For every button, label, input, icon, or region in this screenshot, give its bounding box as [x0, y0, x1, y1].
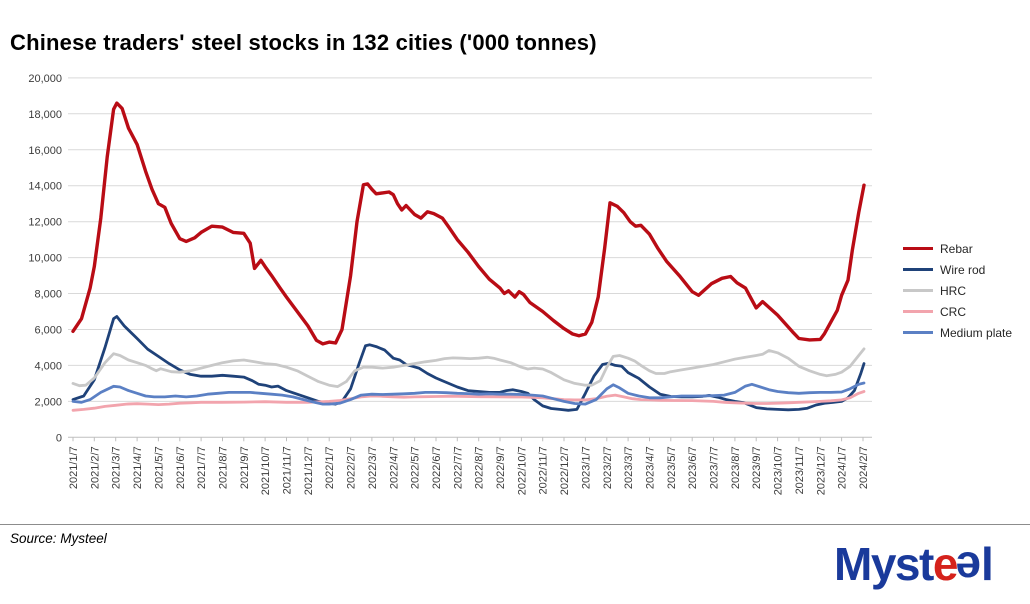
logo-text-part2: l: [981, 538, 994, 590]
x-tick-label: 2021/9/7: [239, 446, 251, 489]
x-tick-label: 2021/11/7: [282, 446, 294, 494]
y-tick-label: 12,000: [28, 217, 62, 229]
legend-line-swatch: [903, 310, 933, 313]
x-tick-label: 2023/9/7: [751, 446, 763, 489]
legend-label: CRC: [940, 304, 966, 319]
x-tick-label: 2021/1/7: [68, 446, 80, 489]
x-tick-label: 2021/2/7: [89, 446, 101, 489]
y-tick-label: 20,000: [28, 73, 62, 85]
x-tick-label: 2022/11/7: [538, 446, 550, 494]
y-tick-label: 2,000: [34, 396, 62, 408]
legend-item-medium-plate: Medium plate: [903, 322, 1012, 343]
legend-item-wire-rod: Wire rod: [903, 259, 1012, 280]
mysteel-logo: Mysteel: [834, 536, 994, 594]
page-title: Chinese traders' steel stocks in 132 cit…: [10, 30, 597, 55]
y-tick-label: 4,000: [34, 360, 62, 372]
x-tick-label: 2023/3/7: [623, 446, 635, 489]
source-note: Source: Mysteel: [10, 531, 107, 546]
x-tick-label: 2022/1/7: [324, 446, 336, 489]
x-tick-label: 2024/2/7: [858, 446, 870, 489]
x-tick-label: 2022/2/7: [346, 446, 358, 489]
x-tick-label: 2023/10/7: [773, 446, 785, 495]
x-tick-label: 2023/12/7: [815, 446, 827, 495]
legend-label: Wire rod: [940, 262, 986, 277]
x-tick-label: 2023/7/7: [709, 446, 721, 489]
x-tick-label: 2023/5/7: [666, 446, 678, 489]
chart-legend: Rebar Wire rod HRC CRC Medium plate: [903, 238, 1012, 343]
x-tick-label: 2021/12/7: [303, 446, 315, 495]
x-tick-label: 2022/12/7: [559, 446, 571, 495]
x-tick-label: 2024/1/7: [837, 446, 849, 489]
legend-label: Rebar: [940, 241, 973, 256]
x-tick-label: 2022/6/7: [431, 446, 443, 489]
y-tick-label: 16,000: [28, 145, 62, 157]
logo-red-e-icon: e: [932, 538, 959, 590]
x-tick-label: 2022/10/7: [516, 446, 528, 495]
logo-blue-e-icon: e: [956, 542, 981, 595]
y-tick-label: 6,000: [34, 325, 62, 337]
legend-item-crc: CRC: [903, 301, 1012, 322]
series-line-wire-rod: [71, 315, 866, 412]
x-tick-label: 2021/4/7: [132, 446, 144, 489]
x-tick-label: 2023/1/7: [580, 446, 592, 489]
x-tick-label: 2021/10/7: [260, 446, 272, 495]
y-tick-label: 10,000: [28, 253, 62, 265]
x-tick-label: 2022/3/7: [367, 446, 379, 489]
x-tick-label: 2023/11/7: [794, 446, 806, 494]
x-tick-label: 2023/2/7: [602, 446, 614, 489]
footer-divider: [0, 524, 1030, 525]
series-line-crc: [71, 390, 866, 412]
x-tick-label: 2022/4/7: [388, 446, 400, 489]
y-tick-label: 8,000: [34, 289, 62, 301]
legend-item-hrc: HRC: [903, 280, 1012, 301]
legend-line-swatch: [903, 331, 933, 334]
logo-text-part1: Myst: [834, 538, 934, 590]
x-tick-label: 2021/7/7: [196, 446, 208, 489]
series-line-hrc: [71, 347, 866, 389]
legend-line-swatch: [903, 247, 933, 250]
legend-label: HRC: [940, 283, 966, 298]
x-tick-label: 2023/8/7: [730, 446, 742, 489]
legend-item-rebar: Rebar: [903, 238, 1012, 259]
x-tick-label: 2022/9/7: [495, 446, 507, 489]
x-tick-label: 2021/3/7: [111, 446, 123, 489]
x-tick-label: 2021/8/7: [218, 446, 230, 489]
legend-line-swatch: [903, 268, 933, 271]
x-tick-label: 2023/4/7: [645, 446, 657, 489]
series-line-rebar: [71, 101, 866, 346]
x-tick-label: 2022/5/7: [410, 446, 422, 489]
y-tick-label: 0: [56, 432, 62, 444]
x-tick-label: 2022/8/7: [474, 446, 486, 489]
legend-line-swatch: [903, 289, 933, 292]
y-tick-label: 14,000: [28, 181, 62, 193]
y-tick-label: 18,000: [28, 109, 62, 121]
x-tick-label: 2023/6/7: [687, 446, 699, 489]
x-tick-label: 2021/6/7: [175, 446, 187, 489]
legend-label: Medium plate: [940, 325, 1013, 340]
series-line-medium-plate: [71, 381, 866, 406]
x-tick-label: 2021/5/7: [153, 446, 165, 489]
x-tick-label: 2022/7/7: [452, 446, 464, 489]
